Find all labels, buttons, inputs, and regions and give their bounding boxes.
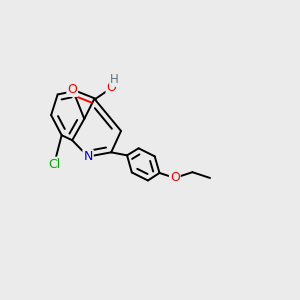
Text: N: N [83,150,93,163]
Text: O: O [67,83,77,96]
Text: O: O [106,82,116,94]
Text: Cl: Cl [48,158,60,171]
Text: O: O [170,172,180,184]
Text: H: H [110,73,119,86]
